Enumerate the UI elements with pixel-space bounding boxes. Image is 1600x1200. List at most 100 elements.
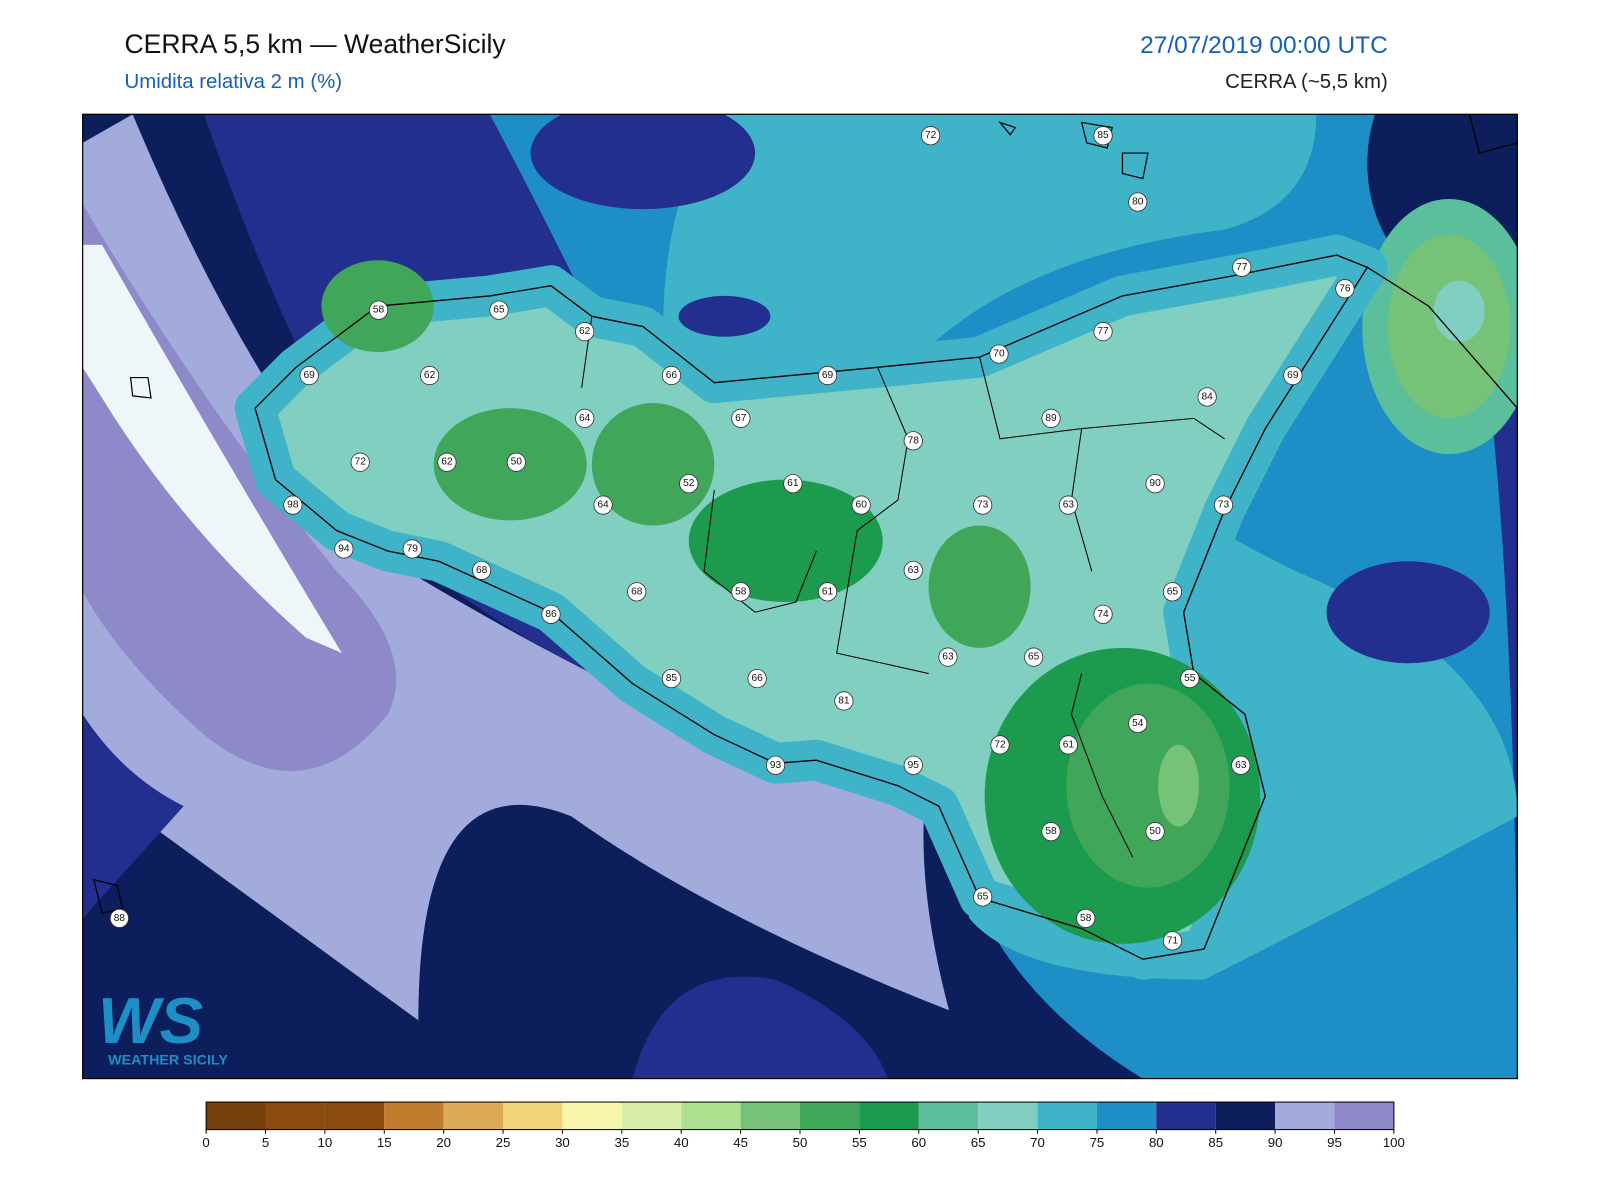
station-marker bbox=[989, 344, 1009, 364]
station-marker bbox=[1024, 647, 1044, 667]
field-blob bbox=[591, 403, 715, 526]
colorbar: 0 5 10 15 20 25 30 35 40 45 50 55 60 65 70 75 80 85 90 95 10… bbox=[202, 1101, 1405, 1150]
colorbar-tick-label: 95 bbox=[1327, 1135, 1342, 1150]
colorbar-tick-label: 65 bbox=[971, 1135, 986, 1150]
station-value: 50 bbox=[1149, 826, 1161, 837]
station-value: 58 bbox=[373, 305, 385, 316]
colorbar-tick-label: 25 bbox=[496, 1135, 511, 1150]
colorbar-tick-label: 85 bbox=[1208, 1135, 1223, 1150]
station-value: 52 bbox=[683, 478, 695, 489]
map-field bbox=[82, 114, 1518, 1079]
station-value: 63 bbox=[1235, 760, 1247, 771]
colorbar-segment bbox=[443, 1102, 504, 1130]
station-marker bbox=[903, 431, 923, 451]
station-marker bbox=[1283, 365, 1303, 386]
station-value: 69 bbox=[1287, 370, 1299, 381]
station-value: 64 bbox=[579, 413, 591, 424]
station-marker bbox=[1162, 931, 1183, 951]
station-marker bbox=[817, 365, 838, 386]
station-marker bbox=[783, 474, 803, 494]
colorbar-tick-label: 50 bbox=[793, 1135, 808, 1150]
colorbar-tick-label: 10 bbox=[318, 1135, 333, 1150]
colorbar-segment bbox=[324, 1102, 385, 1130]
colorbar-segment bbox=[1215, 1102, 1276, 1130]
station-value: 78 bbox=[908, 435, 920, 446]
station-value: 72 bbox=[355, 457, 367, 468]
colorbar-tick-label: 55 bbox=[852, 1135, 867, 1150]
colorbar-tick-label: 75 bbox=[1090, 1135, 1105, 1150]
station-value: 63 bbox=[908, 565, 920, 576]
colorbar-tick-label: 0 bbox=[202, 1135, 209, 1150]
field-blob bbox=[1158, 744, 1199, 827]
colorbar-segment bbox=[740, 1102, 800, 1130]
station-marker bbox=[1162, 582, 1183, 602]
station-marker bbox=[593, 495, 613, 515]
station-value: 54 bbox=[1132, 718, 1144, 729]
station-marker bbox=[1041, 822, 1061, 842]
station-value: 72 bbox=[925, 130, 937, 141]
station-marker bbox=[1076, 908, 1096, 928]
colorbar-tick-label: 70 bbox=[1030, 1135, 1045, 1150]
station-value: 71 bbox=[1167, 935, 1179, 946]
station-marker bbox=[334, 539, 354, 559]
station-marker bbox=[1128, 192, 1148, 212]
colorbar-segment bbox=[681, 1102, 741, 1130]
station-marker bbox=[1128, 713, 1148, 734]
station-marker bbox=[731, 582, 751, 602]
station-value: 58 bbox=[1045, 826, 1057, 837]
station-value: 77 bbox=[1236, 262, 1248, 273]
station-value: 63 bbox=[942, 652, 954, 663]
colorbar-tick-label: 60 bbox=[911, 1135, 926, 1150]
station-marker bbox=[661, 668, 682, 689]
colorbar-segment bbox=[503, 1102, 563, 1130]
station-value: 73 bbox=[977, 500, 989, 511]
station-marker bbox=[903, 755, 923, 775]
field-band bbox=[632, 976, 888, 1079]
station-value: 84 bbox=[1201, 391, 1213, 402]
station-labels: 72 85 80 77 76 58 65 62 77 70 69 62 66 69 69 84 64 67 89 78… bbox=[109, 126, 1355, 951]
station-marker bbox=[109, 908, 129, 928]
station-value: 85 bbox=[666, 673, 678, 684]
field-band bbox=[82, 244, 342, 654]
station-value: 68 bbox=[631, 586, 643, 597]
station-value: 94 bbox=[338, 543, 350, 554]
station-marker bbox=[1180, 668, 1200, 689]
station-value: 90 bbox=[1149, 478, 1161, 489]
station-value: 58 bbox=[735, 586, 747, 597]
datetime: 27/07/2019 00:00 UTC bbox=[1140, 32, 1388, 59]
colorbar-tick-label: 5 bbox=[262, 1135, 269, 1150]
station-marker bbox=[299, 365, 319, 386]
field-blob bbox=[1326, 561, 1490, 664]
field-blob bbox=[678, 295, 771, 337]
colorbar-segment bbox=[1156, 1102, 1216, 1130]
station-value: 74 bbox=[1097, 609, 1109, 620]
station-marker bbox=[350, 452, 370, 472]
station-value: 85 bbox=[1097, 130, 1109, 141]
station-value: 67 bbox=[735, 413, 747, 424]
station-value: 70 bbox=[993, 349, 1005, 360]
station-value: 76 bbox=[1339, 283, 1351, 294]
station-marker bbox=[661, 365, 682, 386]
station-marker bbox=[1232, 257, 1252, 277]
station-marker bbox=[973, 887, 993, 907]
station-value: 95 bbox=[908, 760, 920, 771]
colorbar-tick-label: 90 bbox=[1268, 1135, 1283, 1150]
station-marker bbox=[283, 495, 303, 515]
station-value: 72 bbox=[994, 739, 1006, 750]
station-value: 73 bbox=[1218, 500, 1230, 511]
station-marker bbox=[851, 495, 871, 515]
colorbar-tick-label: 30 bbox=[555, 1135, 570, 1150]
station-value: 65 bbox=[493, 305, 505, 316]
colorbar-tick-label: 35 bbox=[614, 1135, 629, 1150]
colorbar-segment bbox=[206, 1102, 266, 1130]
colorbar-tick-label: 45 bbox=[733, 1135, 748, 1150]
colorbar-segment bbox=[1096, 1102, 1157, 1130]
title: CERRA 5,5 km — WeatherSicily bbox=[124, 29, 506, 59]
station-marker bbox=[506, 452, 526, 472]
station-value: 93 bbox=[770, 760, 782, 771]
station-value: 69 bbox=[822, 370, 834, 381]
station-marker bbox=[627, 582, 647, 602]
colorbar-segment bbox=[621, 1102, 682, 1130]
